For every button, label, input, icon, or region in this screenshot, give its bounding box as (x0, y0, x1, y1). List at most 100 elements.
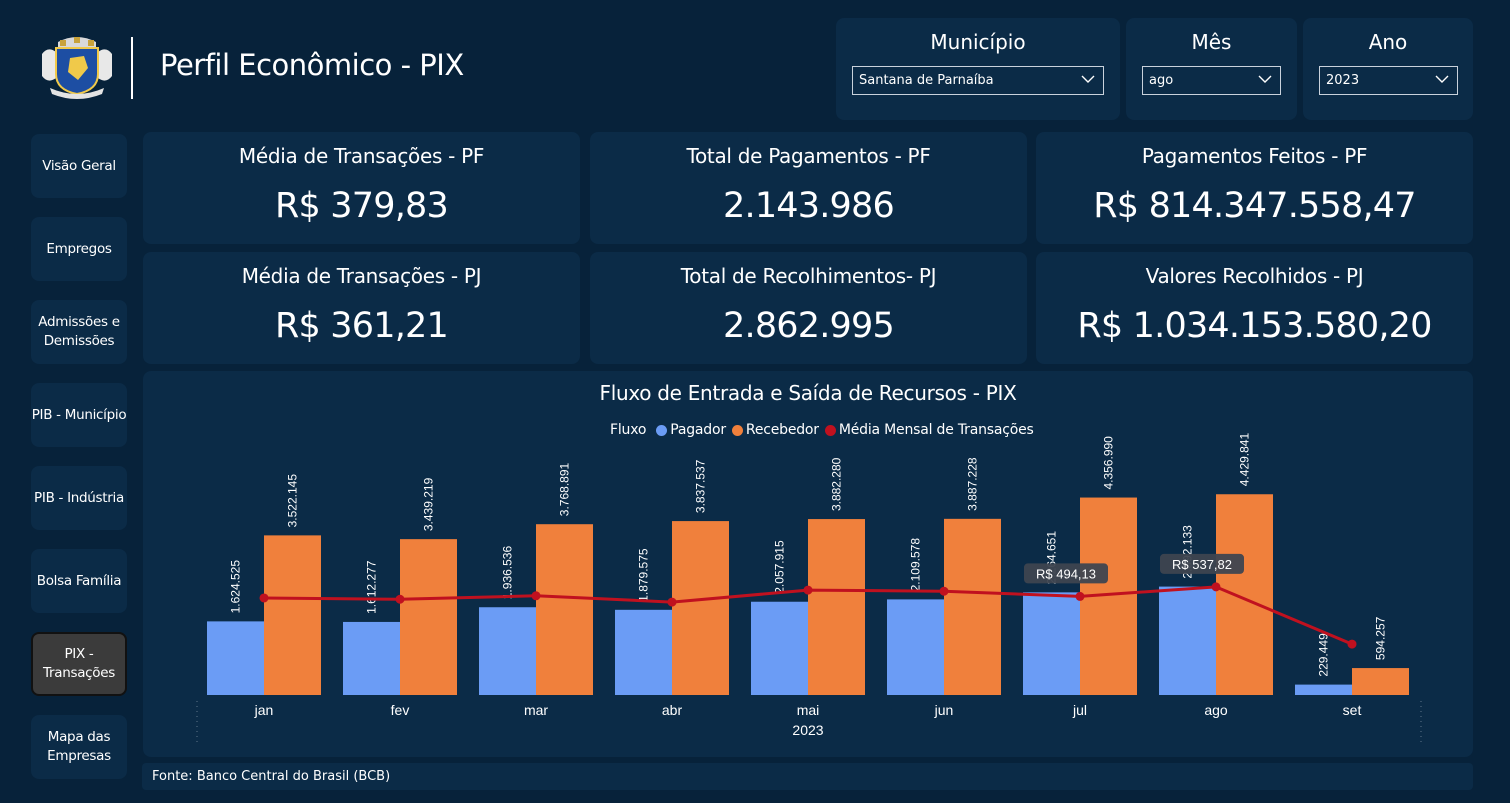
x-axis-title: 2023 (792, 722, 823, 738)
bar-recebedor-mar (536, 524, 593, 695)
nav-visao-geral[interactable]: Visão Geral (31, 134, 127, 198)
kpi-value: 2.862.995 (723, 306, 895, 346)
kpi-label: Total de Pagamentos - PF (686, 144, 931, 168)
nav-label: Mapa das Empresas (47, 729, 111, 764)
nav-label: Visão Geral (42, 157, 116, 174)
nav-label: Admissões e Demissões (38, 314, 120, 349)
data-label-pagador-jan: 1.624.525 (229, 560, 243, 614)
nav-label: Bolsa Família (36, 572, 122, 589)
mes-filter-card: Mês ago (1126, 18, 1297, 120)
bar-recebedor-set (1352, 668, 1409, 695)
legend-item-pagador[interactable]: Pagador (670, 422, 726, 438)
kpi-label: Total de Recolhimentos- PJ (680, 264, 937, 288)
ano-dropdown-value: 2023 (1326, 73, 1360, 88)
data-label-pagador-fev: 1.612.277 (365, 560, 379, 614)
legend-item-recebedor[interactable]: Recebedor (745, 422, 819, 438)
municipio-dropdown-value: Santana de Parnaíba (859, 73, 994, 88)
chevron-down-icon (1081, 75, 1095, 83)
data-label-recebedor-set: 594.257 (1374, 616, 1388, 660)
data-label-recebedor-jul: 4.356.990 (1102, 436, 1116, 490)
nav-label: PIB - Município (31, 406, 127, 423)
kpi-value: R$ 1.034.153.580,20 (1077, 306, 1432, 346)
kpi-card-total-pagamentos-pf: Total de Pagamentos - PF 2.143.986 (590, 132, 1027, 244)
nav-pix-transacoes[interactable]: PIX - Transações (31, 632, 127, 696)
x-tick-label-jun: jun (934, 702, 954, 718)
legend-swatch-pagador (656, 424, 668, 436)
point-media-jan (259, 593, 269, 603)
bar-pagador-fev (343, 621, 400, 695)
x-tick-label-mar: mar (524, 702, 548, 718)
chart-plot: 1.624.525 3.522.145 jan 1.612.277 3.439.219 f… (196, 433, 1422, 743)
kpi-label: Pagamentos Feitos - PF (1141, 144, 1368, 168)
legend-swatch-media (824, 424, 836, 436)
legend-item-media[interactable]: Média Mensal de Transações (838, 422, 1034, 438)
municipio-filter-card: Município Santana de Parnaíba (836, 18, 1120, 120)
bar-recebedor-jun (944, 518, 1001, 695)
data-label-pagador-mai: 2.057.915 (773, 540, 787, 594)
chart-card: Fluxo de Entrada e Saída de Recursos - P… (143, 371, 1473, 757)
kpi-value: R$ 814.347.558,47 (1093, 186, 1416, 226)
header-divider (131, 37, 133, 99)
nav-bolsa-familia[interactable]: Bolsa Família (31, 549, 127, 613)
x-tick-label-set: set (1343, 702, 1362, 718)
mes-filter-label: Mês (1191, 30, 1232, 54)
legend-swatch-recebedor (731, 424, 743, 436)
nav-label: PIB - Indústria (34, 489, 124, 506)
kpi-card-valores-recolhidos-pj: Valores Recolhidos - PJ R$ 1.034.153.580… (1036, 252, 1473, 364)
nav-pib-municipio[interactable]: PIB - Município (31, 383, 127, 447)
x-tick-label-jan: jan (254, 702, 274, 718)
chart-legend: Fluxo Pagador Recebedor Média Mensal de … (610, 422, 1034, 438)
bar-recebedor-ago (1216, 494, 1273, 695)
media-callout-ago: R$ 537,82 (1172, 557, 1232, 572)
mes-dropdown[interactable]: ago (1142, 66, 1281, 95)
bar-pagador-mai (751, 601, 808, 695)
chart-title: Fluxo de Entrada e Saída de Recursos - P… (599, 381, 1017, 405)
media-callout-box-ago (1160, 553, 1244, 574)
point-media-mai (803, 585, 813, 595)
nav-admissoes-demissoes[interactable]: Admissões e Demissões (31, 300, 127, 364)
ano-filter-label: Ano (1368, 30, 1408, 54)
data-label-recebedor-jan: 3.522.145 (286, 474, 300, 528)
nav-empregos[interactable]: Empregos (31, 217, 127, 281)
bar-pagador-mar (479, 607, 536, 695)
data-label-pagador-jun: 2.109.578 (909, 538, 923, 592)
media-callout-jul: R$ 494,13 (1036, 566, 1096, 581)
kpi-card-media-pj: Média de Transações - PJ R$ 361,21 (143, 252, 580, 364)
kpi-value: R$ 379,83 (275, 186, 449, 226)
nav-label: Empregos (46, 240, 112, 257)
nav-pib-industria[interactable]: PIB - Indústria (31, 466, 127, 530)
data-label-recebedor-ago: 4.429.841 (1238, 433, 1252, 487)
point-media-abr (667, 597, 677, 607)
bar-pagador-jan (207, 621, 264, 695)
nav-mapa-empresas[interactable]: Mapa das Empresas (31, 715, 127, 779)
nav-label: PIX - Transações (43, 646, 115, 681)
kpi-value: 2.143.986 (723, 186, 895, 226)
kpi-card-pagamentos-feitos-pf: Pagamentos Feitos - PF R$ 814.347.558,47 (1036, 132, 1473, 244)
municipio-filter-label: Município (930, 30, 1026, 54)
ano-filter-card: Ano 2023 (1303, 18, 1473, 120)
point-media-mar (531, 591, 541, 601)
point-media-set (1347, 639, 1357, 649)
municipal-coat-of-arms-logo (40, 34, 114, 100)
bar-pagador-jun (887, 599, 944, 695)
bar-pagador-jul (1023, 592, 1080, 695)
mes-dropdown-value: ago (1149, 73, 1174, 88)
bar-recebedor-jan (264, 535, 321, 695)
chevron-down-icon (1258, 75, 1272, 83)
kpi-label: Média de Transações - PJ (241, 264, 482, 288)
kpi-label: Média de Transações - PF (238, 144, 485, 168)
x-tick-label-ago: ago (1204, 702, 1228, 718)
x-tick-label-mai: mai (797, 702, 820, 718)
bar-recebedor-abr (672, 521, 729, 695)
bar-pagador-abr (615, 609, 672, 695)
bar-pagador-set (1295, 684, 1352, 695)
data-label-pagador-abr: 1.879.575 (637, 548, 651, 602)
point-media-jun (939, 586, 949, 596)
data-label-recebedor-jun: 3.887.228 (966, 457, 980, 511)
data-label-recebedor-mar: 3.768.891 (558, 462, 572, 516)
point-media-jul (1075, 591, 1085, 601)
municipio-dropdown[interactable]: Santana de Parnaíba (852, 66, 1104, 95)
x-tick-label-jul: jul (1072, 702, 1087, 718)
kpi-label: Valores Recolhidos - PJ (1145, 264, 1364, 288)
ano-dropdown[interactable]: 2023 (1319, 66, 1458, 95)
